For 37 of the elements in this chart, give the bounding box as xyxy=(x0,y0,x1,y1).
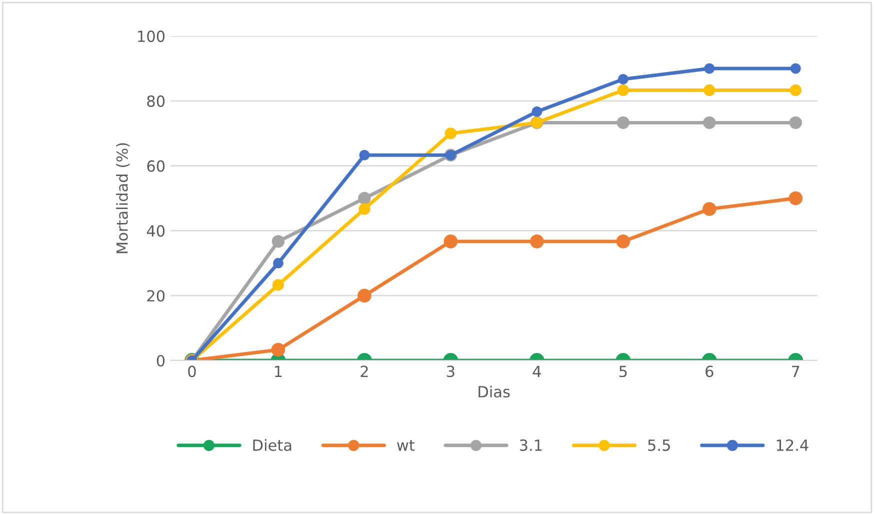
y-tick-label: 20 xyxy=(147,290,165,302)
point xyxy=(532,106,542,117)
legend-label: wt xyxy=(397,440,415,451)
x-tick-label: 0 xyxy=(188,366,196,378)
legend-label: 12.4 xyxy=(776,439,808,451)
y-tick-label: 80 xyxy=(147,95,165,107)
x-tick-label: 5 xyxy=(619,366,627,378)
y-tick-label: 0 xyxy=(156,354,165,367)
legend-label: 5.5 xyxy=(648,440,670,451)
point xyxy=(616,116,630,130)
point xyxy=(704,84,716,96)
point xyxy=(788,191,803,206)
point xyxy=(617,84,629,96)
point xyxy=(359,150,370,160)
x-tick-label: 6 xyxy=(706,366,714,378)
point xyxy=(703,116,716,130)
x-tick-label: 2 xyxy=(360,366,368,377)
point xyxy=(618,74,628,84)
point xyxy=(790,63,801,74)
point xyxy=(358,192,371,205)
y-tick-label: 40 xyxy=(146,225,165,237)
legend-label: 3.1 xyxy=(520,439,542,451)
x-tick-label: 4 xyxy=(532,366,541,377)
x-tick-label: 1 xyxy=(275,366,282,377)
x-tick-label: 7 xyxy=(792,366,800,377)
point xyxy=(704,63,715,74)
point xyxy=(358,203,370,215)
point xyxy=(789,116,802,130)
y-tick-label: 60 xyxy=(147,160,165,172)
point xyxy=(790,84,802,96)
point xyxy=(444,128,456,140)
y-axis-title: Mortalidad (%) xyxy=(116,143,130,254)
y-tick-label: 100 xyxy=(138,30,165,42)
legend-label: Dieta xyxy=(253,439,292,451)
x-tick-label: 3 xyxy=(446,366,454,378)
x-axis-title: Dias xyxy=(478,386,510,398)
point xyxy=(702,202,716,216)
